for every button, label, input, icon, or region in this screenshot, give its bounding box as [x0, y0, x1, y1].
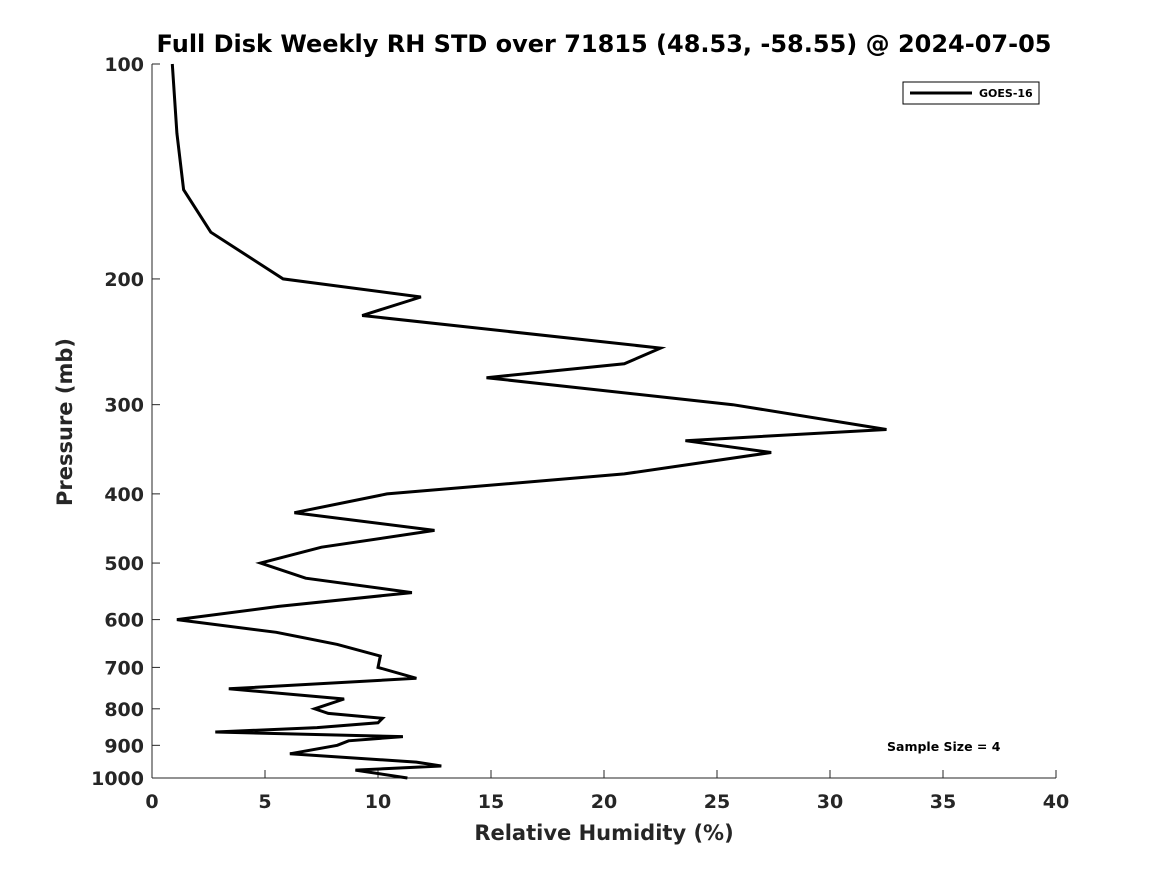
y-tick-label: 800 — [104, 699, 144, 721]
x-tick-label: 35 — [930, 791, 956, 813]
x-axis-label: Relative Humidity (%) — [474, 821, 733, 845]
y-tick-label: 600 — [104, 610, 144, 632]
y-tick-label: 1000 — [91, 768, 144, 790]
y-tick-label: 400 — [104, 484, 144, 506]
chart-title: Full Disk Weekly RH STD over 71815 (48.5… — [157, 30, 1052, 58]
x-tick-label: 0 — [145, 791, 158, 813]
x-tick-label: 30 — [817, 791, 843, 813]
x-ticks: 0 5 10 15 20 25 30 35 40 — [145, 770, 1069, 813]
y-tick-label: 300 — [104, 395, 144, 417]
y-tick-label: 500 — [104, 553, 144, 575]
x-tick-label: 20 — [591, 791, 617, 813]
x-tick-label: 5 — [258, 791, 271, 813]
x-tick-label: 15 — [478, 791, 504, 813]
legend-label-goes-16: GOES-16 — [979, 87, 1033, 100]
y-tick-label: 900 — [104, 735, 144, 757]
y-tick-label: 200 — [104, 269, 144, 291]
y-tick-label: 100 — [104, 54, 144, 76]
y-axis-label: Pressure (mb) — [53, 338, 77, 506]
x-tick-label: 25 — [704, 791, 730, 813]
series-line-goes-16 — [170, 63, 887, 780]
legend: GOES-16 — [902, 81, 1040, 105]
x-tick-label: 40 — [1043, 791, 1069, 813]
sample-size-annotation: Sample Size = 4 — [887, 739, 1001, 754]
x-tick-label: 10 — [365, 791, 391, 813]
series-layer — [170, 63, 887, 780]
y-ticks: 100 200 300 400 500 600 700 800 900 1000 — [91, 54, 160, 790]
y-tick-label: 700 — [104, 657, 144, 679]
